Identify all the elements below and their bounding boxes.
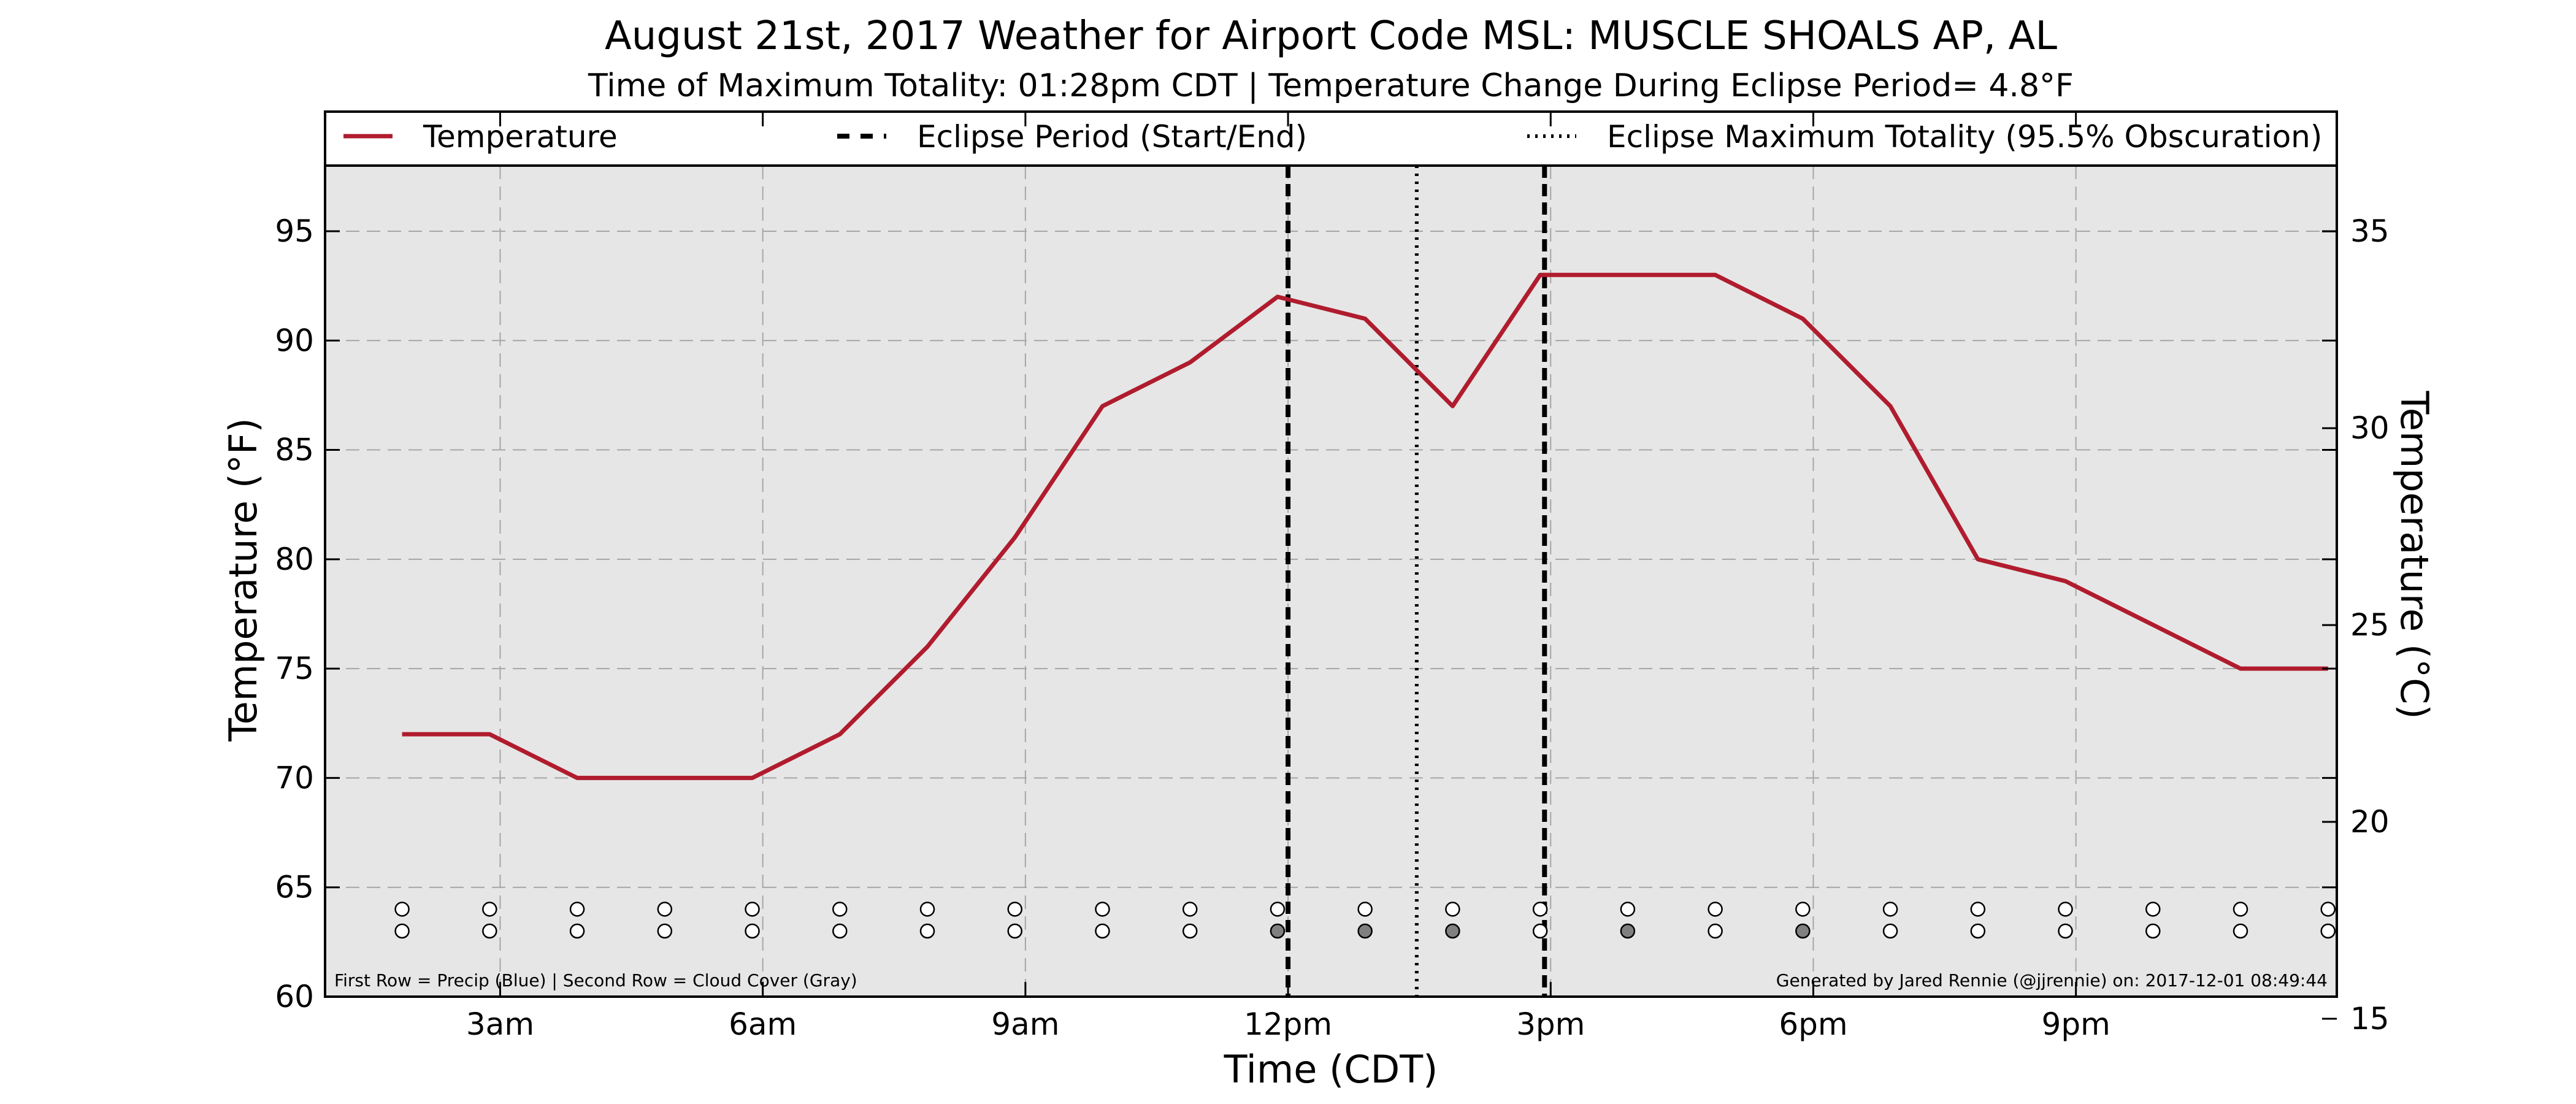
precip-marker [569,902,585,917]
precip-marker [2145,902,2161,917]
observation-markers [394,902,2336,939]
cloud-marker [657,923,673,939]
legend-label-temperature: Temperature [423,119,618,155]
precip-marker [1708,902,1723,917]
cloud-marker [2145,923,2161,939]
y-tick-label: 60 [275,979,314,1014]
cloud-marker [482,923,497,939]
x-tick-label: 12pm [1244,1006,1332,1042]
cloud-marker [1970,923,1986,939]
cloud-marker [1620,923,1636,939]
cloud-marker [832,923,848,939]
cloud-marker [1357,923,1373,939]
precip-marker [1445,902,1460,917]
y-tick-label: 90 [275,323,314,358]
x-tick-label: 6am [729,1006,797,1042]
cloud-marker [1882,923,1898,939]
cloud-marker [745,923,760,939]
y-axis-label-left: Temperature (°F) [221,418,266,742]
cloud-marker [2320,923,2336,939]
plot-frame [324,110,2338,998]
precip-marker [919,902,935,917]
chart-subtitle: Time of Maximum Totality: 01:28pm CDT | … [588,67,2074,104]
y-tick-label: 65 [275,870,314,905]
legend-label-eclipse-max: Eclipse Maximum Totality (95.5% Obscurat… [1607,119,2322,155]
x-tick-label: 3pm [1516,1006,1585,1042]
cloud-marker [394,923,410,939]
precip-marker [832,902,848,917]
precip-marker [1007,902,1022,917]
cloud-marker [569,923,585,939]
precip-marker [1270,902,1286,917]
tick-marks [325,112,2337,1020]
y-tick-label: 80 [275,542,314,577]
cloud-marker [1182,923,1198,939]
y-tick-label-right: 25 [2350,607,2390,643]
series-lines [402,272,2328,780]
cloud-marker [1795,923,1811,939]
precip-marker [1182,902,1198,917]
legend: Temperature Eclipse Period (Start/End) E… [343,119,2322,155]
y-tick-label: 85 [275,432,314,468]
chart-title: August 21st, 2017 Weather for Airport Co… [605,13,2057,59]
precip-marker [2233,902,2248,917]
x-tick-label: 9pm [2042,1006,2110,1042]
temperature-line [402,272,2328,780]
precip-marker [394,902,410,917]
y-tick-label: 75 [275,651,314,686]
y-tick-label-right: 15 [2350,1001,2390,1037]
cloud-marker [1708,923,1723,939]
precip-marker [1882,902,1898,917]
y-axis-label-right: Temperature (°C) [2392,390,2437,719]
precip-marker [1620,902,1636,917]
cloud-marker [919,923,935,939]
y-tick-label: 95 [275,213,314,249]
precip-marker [1095,902,1110,917]
y-tick-label-right: 35 [2350,213,2390,249]
x-tick-label: 3am [466,1006,534,1042]
precip-marker [2320,902,2336,917]
cloud-marker [1532,923,1548,939]
plot-area [325,166,2337,997]
precip-marker [745,902,760,917]
y-tick-label: 70 [275,760,314,795]
precip-marker [2058,902,2073,917]
precip-marker [1532,902,1548,917]
precip-marker [1795,902,1811,917]
cloud-marker [1270,923,1286,939]
x-tick-label: 6pm [1779,1006,1847,1042]
cloud-marker [1007,923,1022,939]
y-tick-label-right: 20 [2350,804,2390,840]
precip-marker [657,902,673,917]
precip-marker [1970,902,1986,917]
tick-labels: 60 65 70 75 80 85 90 95 3am 6am 9am 12pm 3pm 6pm 9pm 15… [275,213,2389,1042]
precip-marker [482,902,497,917]
precip-marker [1357,902,1373,917]
x-tick-label: 9am [991,1006,1059,1042]
x-axis-label: Time (CDT) [1224,1047,1438,1092]
y-tick-label-right: 30 [2350,410,2390,446]
cloud-marker [2058,923,2073,939]
cloud-marker [1095,923,1110,939]
legend-label-eclipse-period: Eclipse Period (Start/End) [917,119,1307,155]
cloud-marker [2233,923,2248,939]
eclipse-lines [1286,166,1547,997]
footnote-left: First Row = Precip (Blue) | Second Row =… [334,970,857,991]
cloud-marker [1445,923,1460,939]
footnote-right: Generated by Jared Rennie (@jjrennie) on… [1776,970,2328,991]
